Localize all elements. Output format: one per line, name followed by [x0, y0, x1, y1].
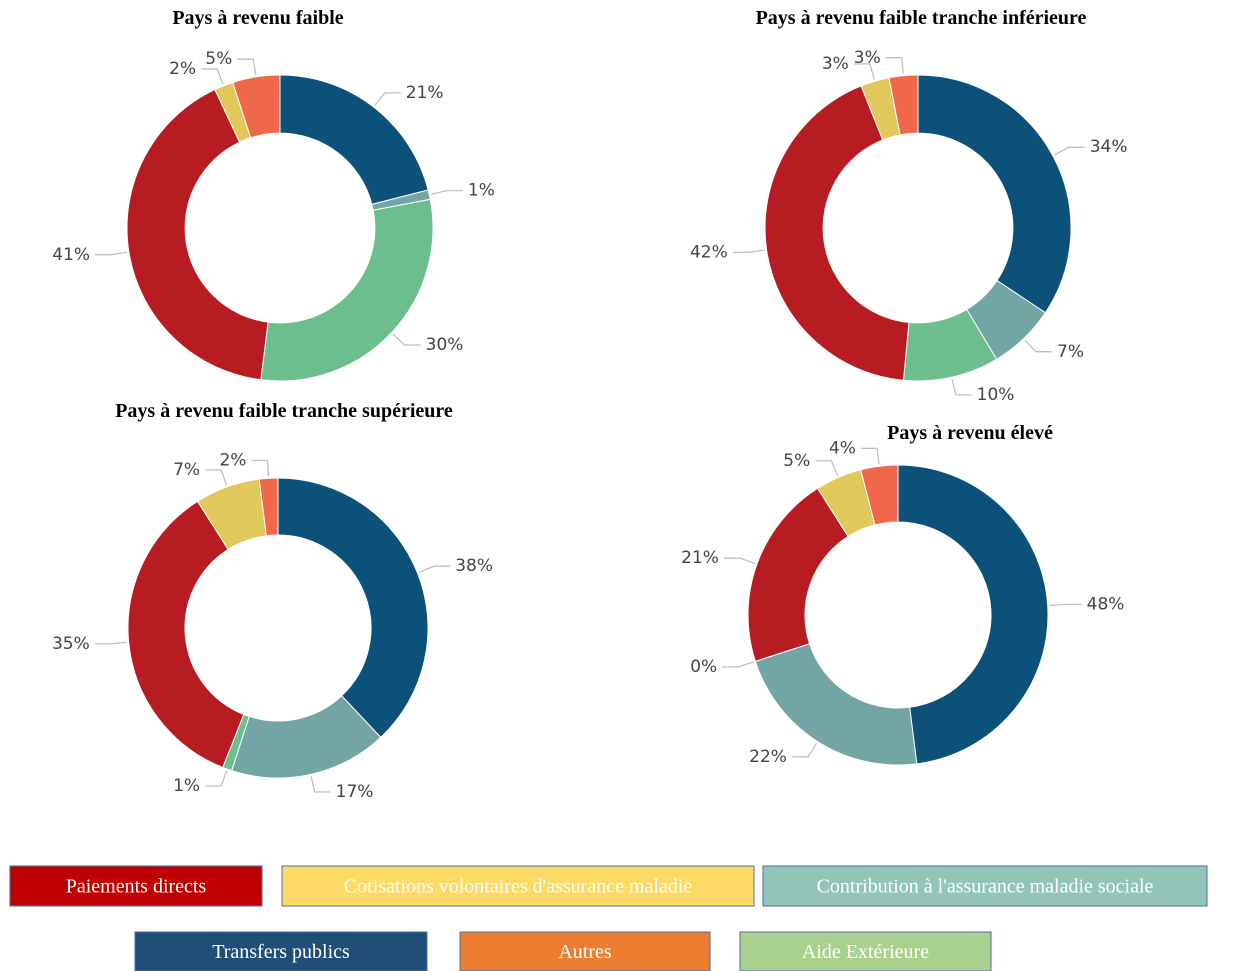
data-label: 7% [173, 460, 200, 480]
leader-line [237, 58, 257, 76]
legend-label: Contribution à l'assurance maladie socia… [817, 876, 1154, 898]
leader-line [431, 190, 463, 195]
donut-slice [260, 198, 434, 382]
data-label: 4% [829, 438, 856, 458]
data-label: 5% [205, 49, 232, 69]
legend-label: Transfers publics [212, 941, 350, 963]
donut-slice [860, 464, 899, 526]
data-label: 5% [783, 451, 810, 471]
data-label: 30% [426, 335, 464, 355]
leader-line [201, 68, 224, 85]
legend-swatch [739, 931, 992, 971]
donut-slice [277, 477, 429, 739]
legend-label: Paiements directs [66, 876, 207, 898]
data-label: 17% [336, 782, 374, 802]
leader-line [419, 565, 451, 573]
leader-line [791, 743, 818, 758]
legend-label: Cotisations volontaires d'assurance mala… [344, 876, 693, 898]
data-label: 3% [854, 48, 881, 68]
leader-line [95, 251, 128, 256]
leader-line [1054, 146, 1085, 156]
leader-line [722, 661, 754, 668]
leader-line [94, 641, 127, 645]
data-label: 21% [681, 548, 719, 568]
legend-label: Aide Extérieure [802, 941, 929, 963]
leader-line [310, 776, 331, 793]
legend-label: Autres [558, 941, 612, 963]
legend-swatch [9, 865, 263, 907]
leader-line [1049, 603, 1082, 607]
data-label: 22% [749, 747, 787, 767]
leader-line [251, 459, 270, 477]
chart-title: Pays à revenu élevé [887, 422, 1053, 444]
legend-swatch [281, 865, 755, 907]
donut-slice [258, 477, 279, 537]
chart-title: Pays à revenu faible [172, 7, 343, 29]
leader-line [885, 57, 904, 74]
data-label: 41% [52, 245, 90, 265]
data-label: 7% [1057, 342, 1084, 362]
legend-swatch [134, 931, 428, 971]
donut-slice [747, 487, 849, 662]
leader-line [392, 333, 421, 346]
legend-swatch [459, 931, 711, 971]
donut-slice [888, 74, 919, 136]
donut-slice [232, 74, 281, 139]
donut-slice [127, 500, 245, 769]
legend-swatch [762, 865, 1208, 907]
leader-line [732, 249, 765, 253]
leader-line [815, 460, 839, 476]
leader-line [205, 469, 228, 486]
data-label: 10% [977, 385, 1015, 405]
data-label: 21% [406, 83, 444, 103]
leader-line [723, 557, 756, 565]
data-label: 38% [455, 556, 493, 576]
data-label: 1% [173, 776, 200, 796]
donut-slice [754, 643, 918, 766]
leader-line [951, 379, 972, 396]
chart-title: Pays à revenu faible tranche supérieure [115, 400, 453, 422]
data-label: 48% [1087, 594, 1125, 614]
donut-slice [897, 464, 1049, 765]
donut-slice [764, 85, 910, 381]
leader-line [853, 63, 875, 80]
data-label: 3% [822, 54, 849, 74]
data-label: 1% [468, 181, 495, 201]
leader-line [1024, 339, 1053, 353]
leader-line [860, 447, 880, 465]
leader-line [205, 770, 228, 787]
data-label: 42% [690, 242, 728, 262]
data-label: 2% [219, 450, 246, 470]
leader-line [374, 92, 401, 106]
data-label: 0% [690, 657, 717, 677]
chart-title: Pays à revenu faible tranche inférieure [756, 7, 1087, 29]
data-label: 2% [169, 59, 196, 79]
donut-slice [917, 74, 1072, 314]
data-label: 34% [1090, 137, 1128, 157]
donut-slice [126, 88, 269, 381]
data-label: 35% [52, 634, 90, 654]
